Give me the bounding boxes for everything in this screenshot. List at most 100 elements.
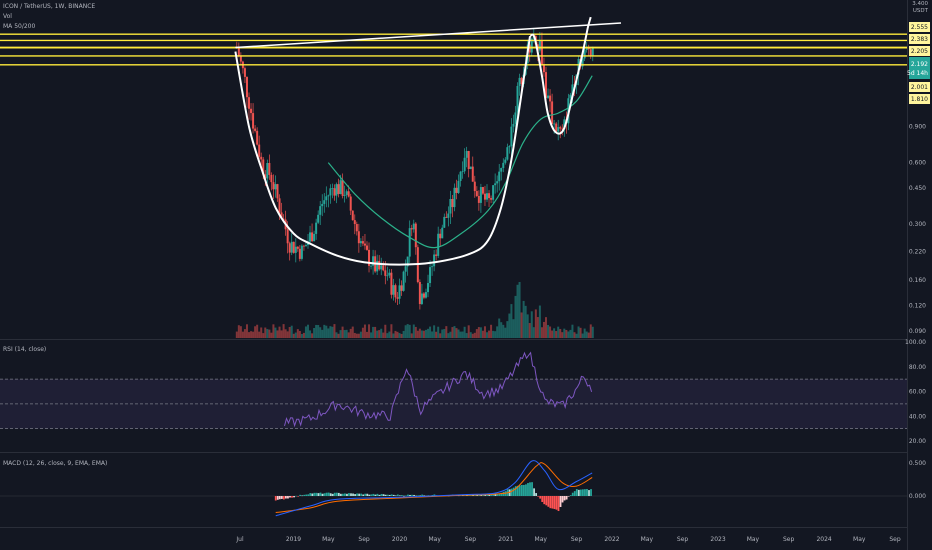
candle-2018-08-08[interactable] xyxy=(250,103,253,121)
candle-2020-03-18[interactable] xyxy=(420,283,423,305)
price-level-label-1.810[interactable]: 1.810 xyxy=(909,94,930,104)
candle-2018-12-26[interactable] xyxy=(290,233,293,256)
candle-2020-06-10[interactable] xyxy=(445,211,448,218)
candle-2020-10-21[interactable] xyxy=(483,185,486,207)
candle-2018-11-28[interactable] xyxy=(282,214,285,221)
candle-2020-07-01[interactable] xyxy=(451,194,454,218)
candle-2019-01-30[interactable] xyxy=(300,244,303,261)
price-level-label-2.383[interactable]: 2.383 xyxy=(909,34,930,44)
candle-2020-05-13[interactable] xyxy=(437,226,440,259)
candle-2020-11-11[interactable] xyxy=(490,195,493,204)
candle-2021-02-10[interactable] xyxy=(516,82,519,120)
candle-2020-01-22[interactable] xyxy=(404,259,407,283)
candle-2020-03-11[interactable] xyxy=(418,279,421,310)
candle-2020-06-17[interactable] xyxy=(447,206,450,227)
candle-2019-08-14[interactable] xyxy=(357,223,360,253)
candle-2019-10-09[interactable] xyxy=(374,250,377,273)
candle-2020-09-02[interactable] xyxy=(469,166,472,170)
candle-2019-08-28[interactable] xyxy=(361,236,364,247)
candle-2018-10-17[interactable] xyxy=(270,172,273,191)
candle-2020-06-24[interactable] xyxy=(449,190,452,225)
candle-2019-03-27[interactable] xyxy=(317,210,320,224)
candle-2021-01-13[interactable] xyxy=(508,145,511,154)
candle-2018-07-18[interactable] xyxy=(243,66,246,84)
candle-2020-10-28[interactable] xyxy=(486,184,489,203)
candle-2020-04-08[interactable] xyxy=(427,274,430,298)
candle-2021-06-09[interactable] xyxy=(551,93,554,125)
candle-2020-12-23[interactable] xyxy=(502,158,505,173)
candle-2021-03-24[interactable] xyxy=(528,43,531,62)
candle-2020-08-26[interactable] xyxy=(467,150,470,178)
candle-2018-07-11[interactable] xyxy=(241,60,244,74)
symbol-legend[interactable]: ICON / TetherUS, 1W, BINANCE xyxy=(3,3,96,10)
candle-2021-10-27[interactable] xyxy=(591,46,594,62)
candle-2019-07-31[interactable] xyxy=(353,214,356,235)
candle-2019-03-06[interactable] xyxy=(311,223,314,243)
candle-2020-09-09[interactable] xyxy=(471,156,474,182)
candle-2019-01-09[interactable] xyxy=(294,238,297,263)
candle-2018-12-19[interactable] xyxy=(288,241,291,261)
candle-2020-07-15[interactable] xyxy=(455,179,458,200)
candle-2019-10-02[interactable] xyxy=(372,249,375,275)
candle-2019-07-24[interactable] xyxy=(351,210,354,221)
candle-2018-11-21[interactable] xyxy=(280,202,283,219)
candle-2018-10-10[interactable] xyxy=(268,154,271,180)
candle-2021-01-20[interactable] xyxy=(510,118,513,157)
candle-2019-08-21[interactable] xyxy=(359,238,362,247)
candle-2019-11-27[interactable] xyxy=(388,269,391,279)
candle-2019-11-20[interactable] xyxy=(386,266,389,281)
candle-2021-10-13[interactable] xyxy=(587,44,590,57)
price-level-label-2.205[interactable]: 2.205 xyxy=(909,46,930,56)
candle-2020-03-25[interactable] xyxy=(422,291,425,300)
candle-2020-02-26[interactable] xyxy=(414,222,417,255)
candle-2020-09-23[interactable] xyxy=(475,186,478,197)
candle-2018-09-05[interactable] xyxy=(258,135,261,162)
candle-2021-07-14[interactable] xyxy=(561,124,564,136)
candle-2020-08-19[interactable] xyxy=(465,146,468,168)
candle-2019-05-15[interactable] xyxy=(331,183,334,199)
candle-2018-08-29[interactable] xyxy=(256,127,259,146)
candle-2020-12-09[interactable] xyxy=(498,163,501,191)
candle-2021-01-06[interactable] xyxy=(506,143,509,161)
candle-2020-05-20[interactable] xyxy=(439,229,442,247)
candle-2020-11-18[interactable] xyxy=(492,185,495,204)
candle-2020-04-29[interactable] xyxy=(433,250,436,272)
candle-2021-06-02[interactable] xyxy=(549,89,552,113)
candle-2019-05-08[interactable] xyxy=(329,184,332,204)
candle-2019-06-05[interactable] xyxy=(337,178,340,198)
candle-2020-08-12[interactable] xyxy=(463,148,466,174)
candle-2020-08-05[interactable] xyxy=(461,161,464,179)
candle-2020-01-01[interactable] xyxy=(398,278,401,305)
candle-2018-08-15[interactable] xyxy=(252,103,255,134)
candle-2020-02-19[interactable] xyxy=(412,219,415,233)
candle-2019-01-16[interactable] xyxy=(296,246,299,252)
candle-2019-03-20[interactable] xyxy=(315,218,318,240)
candle-2018-08-22[interactable] xyxy=(254,125,257,133)
candle-2018-10-31[interactable] xyxy=(274,175,277,198)
candle-2020-11-25[interactable] xyxy=(494,173,497,194)
candle-2019-01-02[interactable] xyxy=(292,241,295,254)
candle-2019-12-25[interactable] xyxy=(396,291,399,305)
rsi-legend[interactable]: RSI (14, close) xyxy=(3,346,47,353)
candle-2020-01-29[interactable] xyxy=(406,256,409,276)
candle-2019-07-17[interactable] xyxy=(349,193,352,215)
candle-2021-05-05[interactable] xyxy=(540,32,543,65)
candle-2021-05-19[interactable] xyxy=(544,66,547,103)
candle-2018-07-25[interactable] xyxy=(245,76,248,108)
candle-2020-02-05[interactable] xyxy=(408,220,411,263)
candle-2020-07-29[interactable] xyxy=(459,170,462,187)
candle-2020-06-03[interactable] xyxy=(443,213,446,229)
candle-2019-04-10[interactable] xyxy=(321,194,324,217)
candle-2019-04-17[interactable] xyxy=(323,193,326,213)
candle-2018-10-03[interactable] xyxy=(266,159,269,184)
ma-legend[interactable]: MA 50/200 xyxy=(3,23,36,30)
candle-2019-12-04[interactable] xyxy=(390,269,393,299)
candle-2018-08-01[interactable] xyxy=(248,92,251,120)
candle-2019-02-27[interactable] xyxy=(309,225,312,245)
candle-2020-02-12[interactable] xyxy=(410,224,413,237)
candle-2019-08-07[interactable] xyxy=(355,221,358,236)
candle-2019-06-19[interactable] xyxy=(341,173,344,199)
candle-2020-12-16[interactable] xyxy=(500,167,503,181)
candle-2020-12-02[interactable] xyxy=(496,175,499,193)
